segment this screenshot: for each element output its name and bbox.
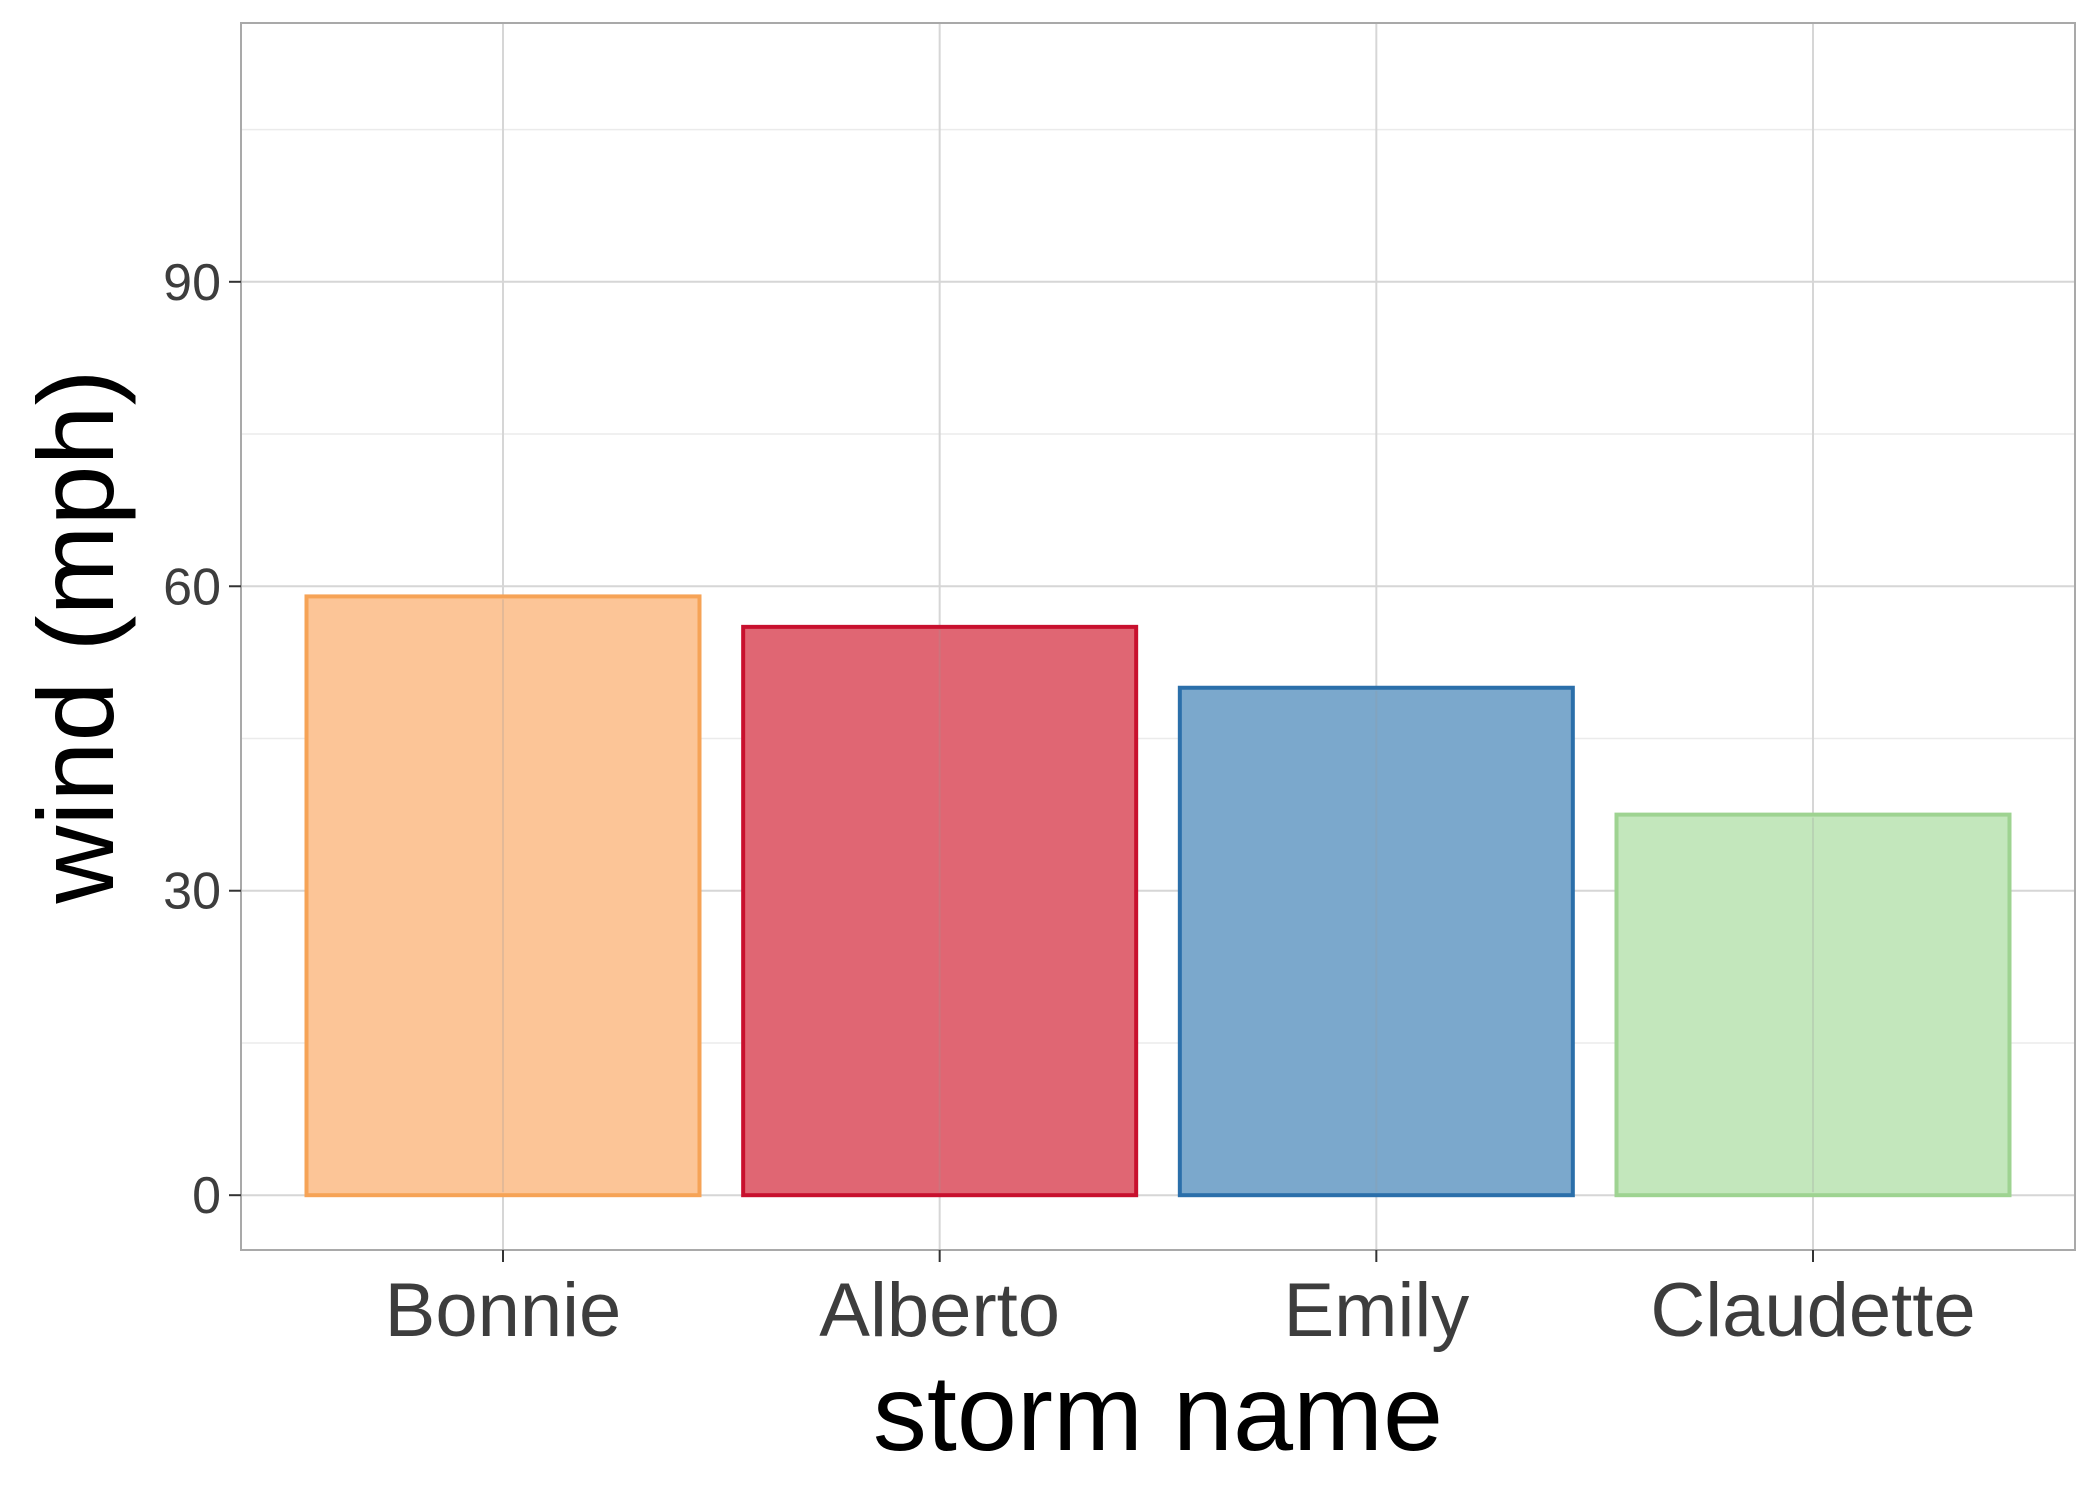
y-axis-ticks: 0 30 60 90 [163, 254, 241, 1225]
bar-bonnie [304, 594, 702, 1198]
panel-border [240, 22, 2076, 1251]
y-tick-label: 0 [192, 1167, 221, 1225]
y-tick-label: 60 [163, 558, 221, 616]
bar-claudette [1614, 812, 2012, 1198]
bars [304, 594, 2012, 1198]
y-tick-label: 90 [163, 254, 221, 312]
y-axis-title: wind (mph) [15, 369, 136, 904]
x-tick-label: Claudette [1650, 1268, 1975, 1353]
x-axis-title: storm name [873, 1352, 1443, 1473]
bar-alberto [741, 624, 1139, 1198]
x-axis-ticks: Bonnie Alberto Emily Claudette [385, 1250, 1976, 1353]
x-tick-label: Bonnie [385, 1268, 622, 1353]
x-tick-label: Emily [1283, 1268, 1469, 1353]
y-tick-label: 30 [163, 863, 221, 921]
x-tick-label: Alberto [819, 1268, 1060, 1353]
bar-emily [1177, 685, 1575, 1198]
